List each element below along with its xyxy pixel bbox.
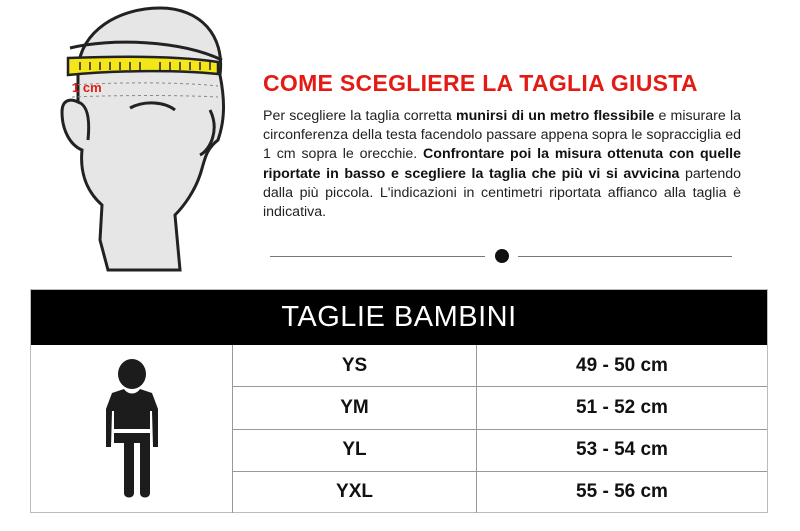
- divider-left: [270, 256, 485, 257]
- divider-right: [518, 256, 732, 257]
- size-table: TAGLIE BAMBINI YS 49 - 50 cm YM 51 - 52 cm…: [30, 289, 768, 513]
- size-cell: YXL: [233, 471, 477, 513]
- divider-dot: [495, 249, 509, 263]
- table-row: YL 53 - 54 cm: [233, 429, 767, 472]
- svg-text:1 cm: 1 cm: [72, 80, 102, 95]
- size-cell: YS: [233, 345, 477, 387]
- table-header: TAGLIE BAMBINI: [31, 290, 767, 345]
- instructions-text: Per scegliere la taglia corretta munirsi…: [263, 108, 741, 221]
- size-cell: YM: [233, 387, 477, 429]
- child-figure-icon: [105, 359, 158, 498]
- range-cell: 55 - 56 cm: [576, 481, 668, 503]
- range-cell: 51 - 52 cm: [576, 396, 668, 418]
- table-row: YM 51 - 52 cm: [233, 387, 767, 430]
- table-row: YS 49 - 50 cm: [233, 345, 767, 388]
- range-cell: 53 - 54 cm: [576, 439, 668, 461]
- size-cell: YL: [233, 429, 477, 471]
- range-cell: 49 - 50 cm: [576, 354, 668, 376]
- head-measurement-illustration: 1 cm: [60, 6, 226, 272]
- page-title: COME SCEGLIERE LA TAGLIA GIUSTA: [263, 70, 698, 96]
- table-row: YXL 55 - 56 cm: [233, 471, 767, 513]
